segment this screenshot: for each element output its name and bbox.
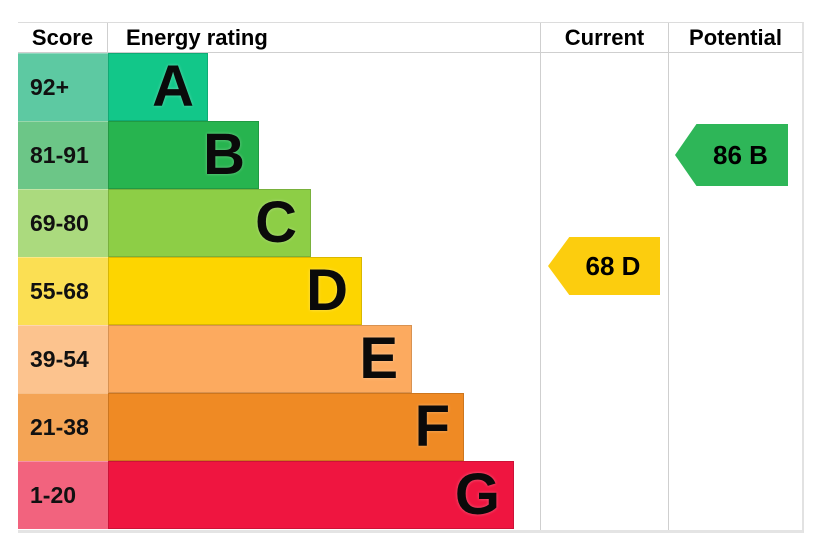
header-score: Score (18, 23, 108, 52)
band-row-e: 39-54 E (18, 325, 802, 393)
score-cell-a: 92+ (18, 53, 108, 121)
rating-bar-e: E (108, 325, 412, 393)
band-row-a: 92+ A (18, 53, 802, 121)
rating-letter-c: C (255, 190, 297, 255)
band-row-f: 21-38 F (18, 393, 802, 461)
score-range-label: 39-54 (30, 345, 89, 372)
score-cell-b: 81-91 (18, 121, 108, 189)
band-row-b: 81-91 B (18, 121, 802, 189)
score-range-label: 55-68 (30, 277, 89, 304)
header-current: Current (540, 23, 668, 52)
score-range-label: 21-38 (30, 413, 89, 440)
potential-column-divider (668, 53, 669, 530)
epc-energy-rating-chart: Score Energy rating Current Potential 92… (18, 22, 804, 533)
score-range-label: 81-91 (30, 141, 89, 168)
band-row-c: 69-80 C (18, 189, 802, 257)
rating-letter-g: G (454, 462, 500, 527)
current-column-divider (540, 53, 541, 530)
rating-letter-d: D (306, 258, 348, 323)
score-cell-c: 69-80 (18, 189, 108, 257)
band-row-d: 55-68 D (18, 257, 802, 325)
rating-bar-d: D (108, 257, 362, 325)
rating-bar-f: F (108, 393, 464, 461)
band-row-g: 1-20 G (18, 461, 802, 529)
score-cell-d: 55-68 (18, 257, 108, 325)
current-value-label: 68 D (585, 250, 641, 281)
potential-arrow: 86 B (675, 124, 788, 186)
header-energy-rating: Energy rating (126, 24, 268, 50)
score-cell-f: 21-38 (18, 393, 108, 461)
potential-value-label: 86 B (713, 139, 768, 170)
rating-bar-c: C (108, 189, 311, 257)
rating-bar-b: B (108, 121, 259, 189)
score-cell-g: 1-20 (18, 461, 108, 529)
score-range-label: 92+ (30, 73, 70, 100)
rating-band-rows: 92+ A 81-91 B 69-80 C 55-68 (18, 53, 802, 529)
current-arrow: 68 D (548, 237, 660, 295)
rating-bar-g: G (108, 461, 514, 529)
score-cell-e: 39-54 (18, 325, 108, 393)
rating-letter-a: A (152, 54, 194, 119)
rating-bar-a: A (108, 53, 208, 121)
header-potential: Potential (668, 23, 802, 52)
score-range-label: 69-80 (30, 209, 89, 236)
score-range-label: 1-20 (30, 481, 77, 508)
rating-letter-f: F (414, 394, 450, 459)
table-header: Score Energy rating Current Potential (18, 23, 802, 53)
rating-letter-e: E (359, 326, 398, 391)
rating-letter-b: B (203, 122, 245, 187)
